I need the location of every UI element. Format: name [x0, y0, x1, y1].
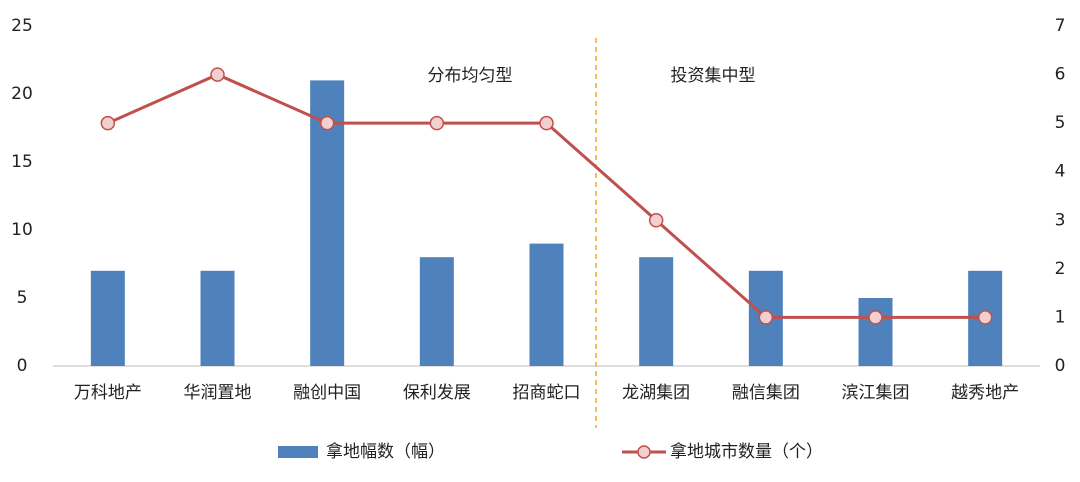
legend-label: 拿地幅数（幅）: [326, 441, 445, 462]
y-tick-label: 5: [17, 288, 28, 308]
y-tick-label: 25: [11, 16, 33, 36]
line-marker: [210, 67, 225, 82]
y2-tick-label: 5: [1055, 113, 1066, 133]
x-tick-label: 滨江集团: [842, 383, 910, 403]
bar: [858, 298, 893, 366]
line-marker: [758, 310, 774, 325]
y-tick-label: 15: [11, 152, 33, 172]
y2-tick-label: 4: [1055, 162, 1066, 182]
x-tick-label: 招商蛇口: [513, 383, 581, 403]
line-marker: [100, 115, 116, 131]
x-tick-label: 融信集团: [732, 383, 800, 403]
y-tick-label: 10: [11, 220, 33, 240]
x-tick-label: 保利发展: [403, 383, 471, 403]
bar: [529, 243, 564, 366]
y2-tick-label: 3: [1055, 210, 1066, 230]
line-marker: [539, 115, 554, 131]
y-tick-label: 0: [17, 356, 28, 376]
line-marker: [648, 213, 664, 228]
legend-swatch: [637, 445, 651, 459]
legend-swatch: [278, 446, 318, 458]
line-marker: [319, 115, 335, 131]
y2-tick-label: 1: [1055, 307, 1066, 327]
line-marker: [977, 310, 993, 325]
y2-tick-label: 6: [1055, 65, 1066, 85]
y2-tick-label: 2: [1055, 259, 1066, 279]
x-tick-label: 融创中国: [293, 383, 361, 403]
bar: [200, 270, 235, 366]
annotation: 投资集中型: [671, 66, 756, 86]
x-tick-label: 越秀地产: [951, 383, 1019, 403]
y2-tick-label: 0: [1055, 356, 1066, 376]
annotation: 分布均匀型: [428, 66, 513, 86]
line-marker: [868, 310, 883, 325]
legend-label: 拿地城市数量（个）: [670, 441, 823, 462]
y-tick-label: 20: [11, 84, 33, 104]
bar: [419, 257, 454, 366]
bar: [90, 270, 125, 366]
x-tick-label: 龙湖集团: [622, 383, 690, 403]
x-tick-label: 万科地产: [74, 383, 142, 403]
x-tick-label: 华润置地: [184, 383, 252, 403]
y2-tick-label: 7: [1055, 16, 1066, 36]
line-marker: [429, 115, 445, 131]
bar: [639, 257, 674, 366]
